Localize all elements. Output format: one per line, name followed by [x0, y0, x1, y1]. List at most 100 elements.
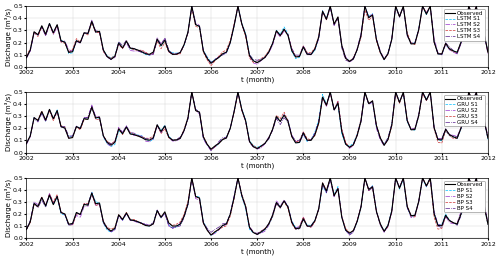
BP S3: [485, 223, 491, 226]
Observed: [320, 10, 326, 13]
Legend: Observed, GRU S1, GRU S2, GRU S3, GRU S4: Observed, GRU S1, GRU S2, GRU S3, GRU S4: [444, 95, 485, 126]
Legend: Observed, BP S1, BP S2, BP S3, BP S4: Observed, BP S1, BP S2, BP S3, BP S4: [444, 181, 485, 212]
Observed: [24, 142, 30, 145]
BP S1: [131, 219, 137, 222]
GRU S4: [70, 134, 75, 138]
Observed: [189, 5, 195, 8]
Observed: [462, 29, 468, 32]
GRU S4: [462, 115, 468, 118]
Line: LSTM S2: LSTM S2: [26, 6, 488, 64]
BP S4: [131, 219, 137, 222]
BP S1: [24, 228, 30, 231]
Line: Observed: Observed: [26, 6, 488, 63]
X-axis label: t (month): t (month): [240, 162, 274, 169]
GRU S3: [228, 127, 234, 130]
LSTM S2: [224, 51, 230, 54]
LSTM S4: [224, 51, 230, 54]
LSTM S2: [24, 57, 30, 60]
Line: GRU S1: GRU S1: [26, 92, 488, 150]
GRU S4: [342, 143, 348, 146]
GRU S3: [208, 148, 214, 152]
Line: GRU S3: GRU S3: [26, 92, 488, 150]
LSTM S1: [320, 9, 326, 12]
Y-axis label: Discharge (m³/s): Discharge (m³/s): [4, 93, 12, 151]
LSTM S3: [462, 29, 468, 32]
LSTM S2: [254, 63, 260, 66]
GRU S1: [24, 142, 30, 145]
GRU S3: [462, 115, 468, 118]
GRU S1: [485, 138, 491, 141]
LSTM S4: [24, 56, 30, 59]
BP S4: [24, 228, 30, 231]
BP S4: [485, 221, 491, 224]
LSTM S3: [208, 64, 214, 67]
Observed: [24, 228, 30, 231]
LSTM S4: [462, 30, 468, 33]
LSTM S1: [462, 29, 468, 32]
Observed: [208, 148, 214, 151]
LSTM S4: [208, 61, 214, 64]
GRU S2: [189, 90, 195, 93]
LSTM S1: [485, 51, 491, 54]
BP S2: [342, 229, 348, 232]
GRU S4: [485, 137, 491, 140]
BP S3: [320, 181, 326, 184]
GRU S1: [228, 127, 234, 130]
LSTM S4: [362, 5, 368, 8]
BP S1: [208, 234, 214, 237]
GRU S4: [228, 127, 234, 130]
LSTM S3: [485, 51, 491, 54]
BP S3: [208, 234, 214, 237]
Observed: [131, 219, 137, 222]
Observed: [24, 56, 30, 59]
BP S1: [462, 201, 468, 204]
Observed: [70, 136, 75, 139]
BP S4: [339, 215, 345, 218]
LSTM S1: [189, 5, 195, 8]
LSTM S2: [462, 30, 468, 33]
GRU S2: [485, 135, 491, 138]
Observed: [189, 90, 195, 93]
Observed: [342, 142, 348, 146]
GRU S3: [131, 133, 137, 136]
LSTM S1: [224, 52, 230, 55]
GRU S2: [320, 96, 326, 99]
Observed: [462, 114, 468, 118]
Line: GRU S2: GRU S2: [26, 92, 488, 150]
GRU S1: [342, 143, 348, 146]
BP S1: [485, 224, 491, 227]
Observed: [131, 47, 137, 50]
BP S3: [189, 176, 195, 179]
LSTM S4: [131, 47, 137, 50]
GRU S3: [320, 96, 326, 99]
Line: BP S2: BP S2: [26, 178, 488, 235]
GRU S2: [228, 126, 234, 130]
X-axis label: t (month): t (month): [240, 77, 274, 83]
LSTM S3: [235, 5, 241, 8]
Observed: [228, 213, 234, 216]
BP S2: [224, 223, 230, 226]
LSTM S3: [70, 48, 75, 51]
BP S4: [220, 222, 226, 225]
BP S1: [342, 229, 348, 232]
BP S2: [70, 223, 75, 226]
GRU S3: [24, 141, 30, 145]
Observed: [342, 57, 348, 60]
GRU S2: [70, 135, 75, 138]
Line: BP S4: BP S4: [26, 178, 488, 235]
BP S2: [208, 233, 214, 236]
Observed: [228, 127, 234, 130]
Line: Observed: Observed: [26, 92, 488, 149]
BP S2: [24, 227, 30, 231]
BP S2: [131, 220, 137, 223]
Observed: [189, 176, 195, 179]
LSTM S1: [70, 51, 75, 54]
Observed: [70, 222, 75, 225]
BP S3: [462, 201, 468, 204]
BP S2: [235, 176, 241, 179]
Observed: [485, 136, 491, 140]
BP S4: [316, 208, 322, 211]
BP S3: [24, 228, 30, 231]
GRU S2: [462, 116, 468, 119]
LSTM S4: [485, 51, 491, 54]
